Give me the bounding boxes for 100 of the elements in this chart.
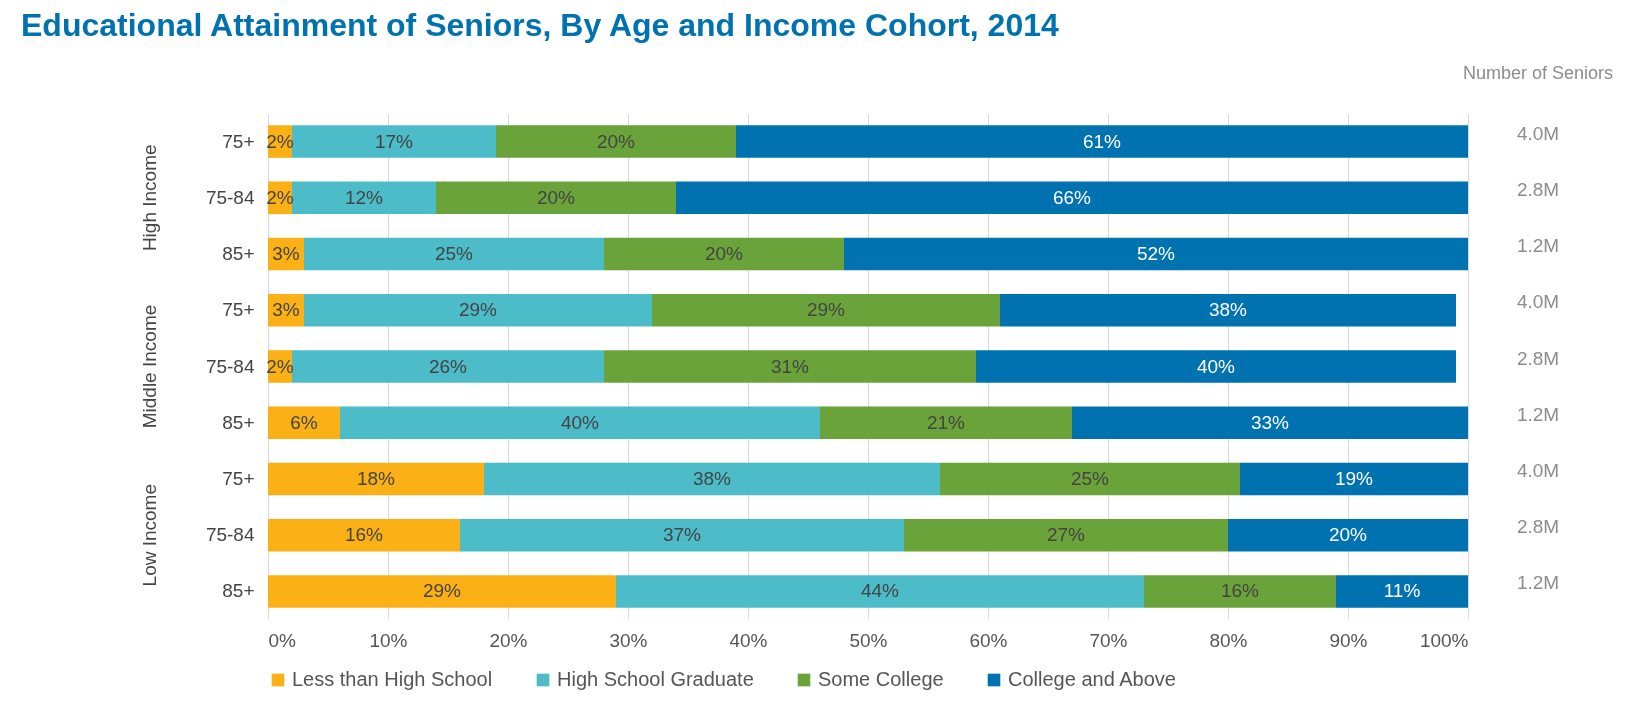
bar bbox=[604, 237, 844, 271]
legend-label: High School Graduate bbox=[557, 668, 754, 690]
data-label: 19% bbox=[1334, 467, 1374, 489]
data-label: 20% bbox=[596, 130, 636, 152]
text: 2.8M bbox=[1516, 347, 1560, 369]
bar bbox=[604, 350, 976, 383]
data-label: 29% bbox=[806, 299, 846, 321]
bar bbox=[1228, 518, 1468, 552]
y-tick-label: 85+ bbox=[222, 243, 255, 265]
data-label: 3% bbox=[272, 243, 300, 265]
bar bbox=[736, 125, 1468, 158]
data-label: 6% bbox=[290, 411, 318, 433]
bar bbox=[268, 575, 616, 608]
text: 4.0M bbox=[1516, 122, 1560, 144]
data-label: 40% bbox=[560, 411, 600, 433]
bar bbox=[844, 237, 1468, 271]
bar bbox=[292, 350, 604, 383]
data-label: 37% bbox=[662, 524, 702, 546]
data-label: 27% bbox=[1046, 524, 1086, 546]
x-tick-label: 80% bbox=[1209, 629, 1248, 651]
data-label: 31% bbox=[770, 355, 810, 377]
bar bbox=[292, 125, 496, 158]
data-label: 20% bbox=[704, 243, 744, 265]
data-label: 38% bbox=[692, 467, 732, 489]
bar bbox=[292, 181, 436, 215]
y-tick-label: 75-84 bbox=[205, 186, 255, 208]
bar bbox=[820, 406, 1072, 440]
text: 4.0M bbox=[1516, 291, 1560, 313]
data-label: 25% bbox=[1070, 467, 1110, 489]
bar bbox=[268, 518, 460, 552]
bar bbox=[304, 293, 652, 327]
y-tick-label: 85+ bbox=[222, 580, 255, 602]
y2-axis-title: Number of Seniors bbox=[1462, 63, 1614, 83]
x-tick-label: 0% bbox=[268, 629, 297, 651]
data-label: 16% bbox=[344, 524, 384, 546]
data-label: 52% bbox=[1136, 243, 1176, 265]
x-tick-label: 60% bbox=[969, 629, 1008, 651]
y-tick-label: 75-84 bbox=[205, 524, 255, 546]
data-label: 38% bbox=[1208, 299, 1248, 321]
bar bbox=[652, 293, 1000, 327]
text: High Income bbox=[139, 144, 160, 252]
data-label: 33% bbox=[1250, 411, 1290, 433]
x-tick-label: 30% bbox=[609, 629, 648, 651]
bar bbox=[268, 462, 484, 496]
x-tick-label: 100% bbox=[1419, 629, 1469, 651]
data-label: 29% bbox=[458, 299, 498, 321]
bar bbox=[1240, 462, 1468, 496]
bar bbox=[676, 181, 1468, 215]
data-label: 17% bbox=[374, 130, 414, 152]
data-label: 3% bbox=[272, 299, 300, 321]
data-label: 16% bbox=[1220, 580, 1260, 602]
x-tick-label: 20% bbox=[489, 629, 528, 651]
data-label: 26% bbox=[428, 355, 468, 377]
x-tick-label: 40% bbox=[729, 629, 768, 651]
text: 2.8M bbox=[1516, 178, 1560, 200]
bar bbox=[340, 406, 820, 440]
text: 4.0M bbox=[1516, 459, 1560, 481]
data-label: 66% bbox=[1052, 186, 1092, 208]
x-tick-label: 70% bbox=[1089, 629, 1128, 651]
y-tick-label: 75+ bbox=[222, 299, 255, 321]
legend-label: Less than High School bbox=[292, 668, 493, 690]
text: 1.2M bbox=[1516, 235, 1560, 257]
bar bbox=[484, 462, 940, 496]
y-tick-label: 75+ bbox=[222, 467, 255, 489]
text: Low Income bbox=[139, 483, 160, 587]
x-tick-label: 50% bbox=[849, 629, 888, 651]
text: Middle Income bbox=[139, 304, 160, 429]
text: 1.2M bbox=[1516, 403, 1560, 425]
y-tick-label: 75-84 bbox=[205, 355, 255, 377]
data-label: 25% bbox=[434, 243, 474, 265]
legend-label: Some College bbox=[818, 668, 944, 690]
text: 1.2M bbox=[1516, 572, 1560, 594]
data-label: 21% bbox=[926, 411, 966, 433]
data-label: 61% bbox=[1082, 130, 1122, 152]
bar bbox=[496, 125, 736, 158]
data-label: 40% bbox=[1196, 355, 1236, 377]
y-tick-label: 85+ bbox=[222, 411, 255, 433]
data-label: 18% bbox=[356, 467, 396, 489]
y-tick-label: 75+ bbox=[222, 130, 255, 152]
data-label: 29% bbox=[422, 580, 462, 602]
bar bbox=[1336, 575, 1468, 608]
bar bbox=[1072, 406, 1468, 440]
text: 2.8M bbox=[1516, 516, 1560, 538]
bar bbox=[904, 518, 1228, 552]
legend-label: College and Above bbox=[1008, 668, 1176, 690]
bar bbox=[1000, 293, 1456, 327]
data-label: 11% bbox=[1383, 580, 1421, 602]
x-tick-label: 90% bbox=[1329, 629, 1368, 651]
data-label: 20% bbox=[1328, 524, 1368, 546]
bar bbox=[304, 237, 604, 271]
bar bbox=[616, 575, 1144, 608]
data-label: 44% bbox=[860, 580, 900, 602]
bar bbox=[460, 518, 904, 552]
bar bbox=[268, 406, 340, 440]
bar bbox=[436, 181, 676, 215]
data-label: 20% bbox=[536, 186, 576, 208]
data-label: 12% bbox=[344, 186, 384, 208]
x-tick-label: 10% bbox=[369, 629, 408, 651]
bar bbox=[1144, 575, 1336, 608]
bar bbox=[940, 462, 1240, 496]
